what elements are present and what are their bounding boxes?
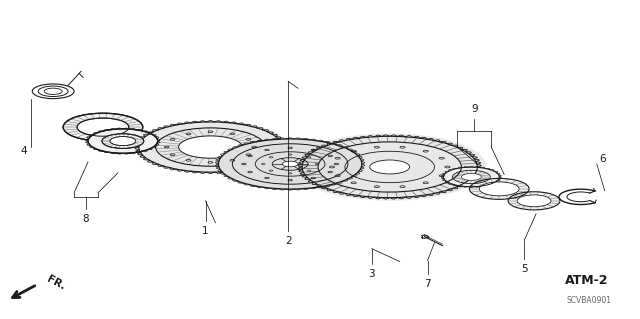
Ellipse shape bbox=[218, 139, 362, 189]
Text: 5: 5 bbox=[521, 263, 527, 273]
Ellipse shape bbox=[110, 137, 136, 145]
Ellipse shape bbox=[179, 136, 243, 158]
Text: SCVBA0901: SCVBA0901 bbox=[566, 296, 611, 305]
Text: 8: 8 bbox=[83, 214, 90, 224]
Ellipse shape bbox=[77, 118, 129, 136]
Text: ATM-2: ATM-2 bbox=[565, 274, 609, 287]
Ellipse shape bbox=[135, 121, 286, 174]
Ellipse shape bbox=[293, 133, 486, 201]
Ellipse shape bbox=[461, 174, 481, 181]
Ellipse shape bbox=[508, 192, 560, 210]
Ellipse shape bbox=[63, 113, 143, 141]
Ellipse shape bbox=[370, 160, 410, 174]
Text: 2: 2 bbox=[285, 236, 291, 246]
Ellipse shape bbox=[517, 195, 551, 207]
Ellipse shape bbox=[88, 129, 157, 153]
Text: 4: 4 bbox=[20, 146, 27, 156]
Text: 3: 3 bbox=[369, 269, 375, 278]
Text: 6: 6 bbox=[600, 154, 606, 164]
Ellipse shape bbox=[282, 161, 298, 167]
Text: 7: 7 bbox=[424, 279, 431, 289]
Text: 1: 1 bbox=[202, 226, 209, 236]
Ellipse shape bbox=[469, 178, 529, 199]
Text: 9: 9 bbox=[471, 104, 477, 114]
Ellipse shape bbox=[444, 167, 499, 187]
Text: FR.: FR. bbox=[45, 273, 67, 292]
Ellipse shape bbox=[102, 134, 144, 148]
Ellipse shape bbox=[479, 182, 519, 196]
